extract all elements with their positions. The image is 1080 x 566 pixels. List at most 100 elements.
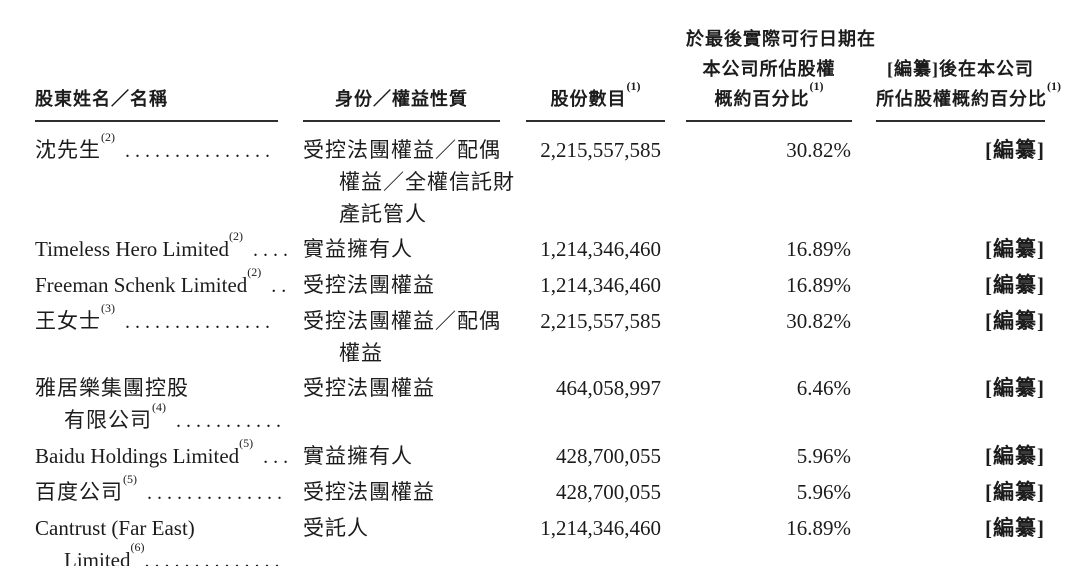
gap-cell: [665, 266, 686, 302]
shareholder-name-line2: Limited: [64, 548, 131, 566]
footnote-ref: (1): [809, 79, 824, 93]
table-header-row: 股東姓名／名稱 身份／權益性質 股份數目(1) 於最後實際可行日期在 本公司所佔…: [35, 24, 1061, 122]
dot-leader: ...............: [115, 311, 275, 333]
substantial-shareholders-table: 股東姓名／名稱 身份／權益性質 股份數目(1) 於最後實際可行日期在 本公司所佔…: [35, 24, 1061, 566]
shareholder-name: Cantrust (Far East): [35, 516, 195, 540]
identity-line1: 實益擁有人: [303, 444, 413, 468]
shareholder-name: 沈先生: [35, 138, 101, 162]
table-row: Freeman Schenk Limited(2) .. 受控法團權益 1,21…: [35, 266, 1045, 302]
identity-cell: 受控法團權益／配偶 權益: [303, 302, 526, 369]
shares-count-cell: 428,700,055: [556, 480, 661, 504]
identity-line1: 受託人: [303, 516, 369, 540]
shareholder-name-cell: Timeless Hero Limited(2) ....: [35, 230, 303, 266]
shareholder-name-cell: Freeman Schenk Limited(2) ..: [35, 266, 303, 302]
col-header-shareholder-name-label: 股東姓名／名稱: [35, 89, 168, 109]
gap-cell: [852, 509, 876, 566]
gap-cell: [852, 369, 876, 437]
gap-cell: [852, 437, 876, 473]
percentage-cell: 30.82%: [786, 138, 851, 162]
identity-line1: 受控法團權益／配偶: [303, 309, 501, 333]
col-header-identity-label: 身份／權益性質: [335, 89, 468, 109]
footnote-ref: (3): [101, 301, 115, 315]
percentage-cell: 6.46%: [796, 376, 851, 400]
shareholder-name: Freeman Schenk Limited: [35, 273, 248, 297]
shares-count-cell: 464,058,997: [556, 376, 661, 400]
shares-count-cell: 2,215,557,585: [540, 138, 661, 162]
table-row: 雅居樂集團控股 有限公司(4) ........... 受控法團權益 464,0…: [35, 369, 1045, 437]
identity-line1: 受控法團權益: [303, 376, 435, 400]
table-row: 沈先生(2) ............... 受控法團權益／配偶 權益／全權信託…: [35, 121, 1045, 230]
footnote-ref: (4): [152, 400, 166, 414]
identity-cell: 受控法團權益: [303, 369, 526, 437]
shareholder-name: 王女士: [35, 309, 101, 333]
identity-line2: 權益: [339, 341, 383, 365]
identity-cell: 受託人: [303, 509, 526, 566]
footnote-ref: (6): [130, 540, 145, 554]
gap-cell: [852, 121, 876, 230]
gap-cell: [665, 121, 686, 230]
identity-line2: 權益／全權信託財: [339, 170, 515, 194]
shareholder-name-cell: 百度公司(5) ..............: [35, 473, 303, 509]
footnote-ref: (2): [101, 130, 115, 144]
gap-cell: [665, 302, 686, 369]
identity-line1: 實益擁有人: [303, 237, 413, 261]
identity-line1: 受控法團權益: [303, 273, 435, 297]
table-row: 百度公司(5) .............. 受控法團權益 428,700,05…: [35, 473, 1045, 509]
shareholder-name-cell: Baidu Holdings Limited(5) ...: [35, 437, 303, 473]
footnote-ref: (5): [123, 472, 137, 486]
gap-cell: [665, 369, 686, 437]
shareholder-name-cell: Cantrust (Far East) Limited(6)..........…: [35, 509, 303, 566]
identity-line1: 受控法團權益／配偶: [303, 138, 501, 162]
shares-count-cell: 428,700,055: [556, 444, 661, 468]
gap-cell: [665, 473, 686, 509]
post-redaction-cell: [編纂]: [985, 138, 1045, 162]
col-header-shares: 股份數目(1): [526, 24, 665, 122]
dot-leader: ....: [243, 239, 294, 261]
col-header-pct-post-redaction: [編纂]後在本公司 所佔股權概約百分比(1): [876, 24, 1061, 122]
shareholder-name: 百度公司: [35, 480, 123, 504]
identity-cell: 受控法團權益: [303, 266, 526, 302]
col-header-shareholder-name: 股東姓名／名稱: [35, 24, 278, 122]
col-header-pct-line1: 於最後實際可行日期在: [686, 29, 876, 49]
gap-cell: [665, 437, 686, 473]
footnote-ref: (2): [247, 265, 262, 279]
dot-leader: ..: [261, 275, 292, 297]
footnote-ref: (1): [626, 79, 641, 93]
shareholder-name-cell: 雅居樂集團控股 有限公司(4) ...........: [35, 369, 303, 437]
gap-cell: [665, 230, 686, 266]
post-redaction-cell: [編纂]: [985, 480, 1045, 504]
footnote-ref: (2): [229, 229, 244, 243]
gap-cell: [665, 509, 686, 566]
percentage-cell: 16.89%: [786, 237, 851, 261]
post-redaction-cell: [編纂]: [985, 516, 1045, 540]
header-gap-3: [665, 24, 686, 121]
identity-cell: 實益擁有人: [303, 230, 526, 266]
percentage-cell: 5.96%: [796, 480, 851, 504]
table-row: Timeless Hero Limited(2) .... 實益擁有人 1,21…: [35, 230, 1045, 266]
post-redaction-cell: [編纂]: [985, 309, 1045, 333]
post-redaction-cell: [編纂]: [985, 273, 1045, 297]
gap-cell: [852, 230, 876, 266]
shares-count-cell: 2,215,557,585: [540, 309, 661, 333]
shares-count-cell: 1,214,346,460: [540, 516, 661, 540]
identity-line1: 受控法團權益: [303, 480, 435, 504]
identity-line3: 產託管人: [339, 202, 427, 226]
post-redaction-cell: [編纂]: [985, 237, 1045, 261]
identity-cell: 實益擁有人: [303, 437, 526, 473]
dot-leader: ...............: [115, 140, 275, 162]
percentage-cell: 30.82%: [786, 309, 851, 333]
shareholder-name: 雅居樂集團控股: [35, 376, 189, 400]
post-redaction-cell: [編纂]: [985, 444, 1045, 468]
col-header-shares-label: 股份數目(1): [550, 79, 641, 109]
percentage-cell: 5.96%: [796, 444, 851, 468]
gap-cell: [852, 302, 876, 369]
shareholder-name-cell: 王女士(3) ...............: [35, 302, 303, 369]
shares-count-cell: 1,214,346,460: [540, 273, 661, 297]
col-header-identity: 身份／權益性質: [303, 24, 500, 122]
percentage-cell: 16.89%: [786, 516, 851, 540]
identity-cell: 受控法團權益: [303, 473, 526, 509]
gap-cell: [852, 473, 876, 509]
gap-cell: [852, 266, 876, 302]
identity-cell: 受控法團權益／配偶 權益／全權信託財 產託管人: [303, 121, 526, 230]
